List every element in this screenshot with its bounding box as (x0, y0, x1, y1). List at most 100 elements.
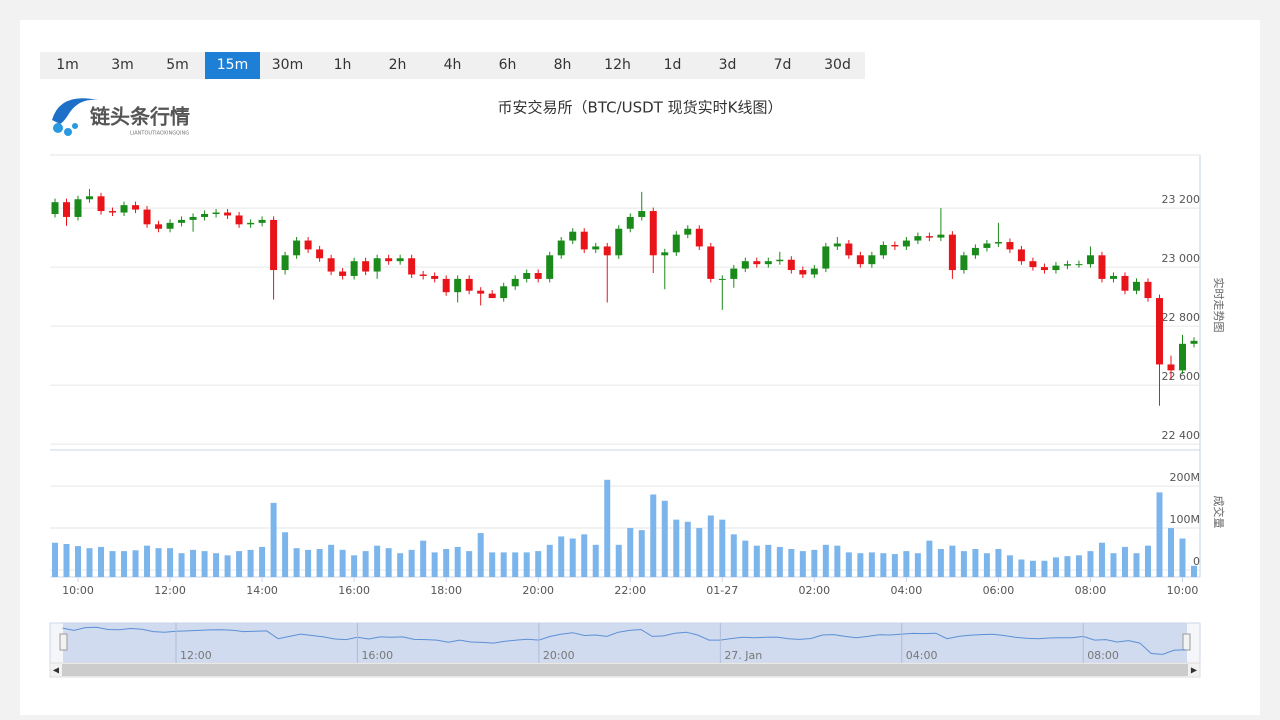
y-tick-label: 22 600 (1162, 370, 1201, 383)
volume-bar (420, 540, 427, 577)
timeframe-button[interactable]: 12h (604, 57, 631, 73)
candle-body (431, 275, 439, 279)
volume-bar (857, 553, 864, 577)
volume-bar (213, 553, 220, 577)
volume-bar (903, 551, 910, 577)
candle-body (442, 278, 450, 293)
volume-bar (834, 545, 841, 577)
candle-body (477, 290, 485, 294)
candle-body (753, 261, 761, 265)
volume-bar (201, 551, 208, 577)
navigator-range[interactable] (63, 623, 1187, 663)
volume-bar (86, 548, 93, 577)
candle-body (592, 246, 600, 250)
candle-body (569, 231, 577, 241)
timeframe-button[interactable]: 6h (498, 57, 517, 73)
volume-bar (546, 544, 553, 577)
volume-bar (167, 548, 174, 577)
volume-bar (443, 549, 450, 577)
candle-body (983, 243, 991, 248)
volume-bar (63, 543, 70, 577)
candle-body (224, 212, 232, 216)
volume-bar (98, 546, 105, 577)
y-tick-label: 23 000 (1162, 252, 1201, 265)
timeframe-button[interactable]: 30d (824, 57, 851, 73)
timeframe-button[interactable]: 4h (443, 57, 462, 73)
candle-body (270, 219, 278, 271)
volume-bar (1179, 538, 1186, 577)
candle-body (419, 274, 427, 276)
x-tick-label: 02:00 (798, 584, 830, 597)
candle-body (1063, 264, 1071, 266)
timeframe-button[interactable]: 1m (56, 57, 79, 73)
timeframe-button[interactable]: 5m (166, 57, 189, 73)
volume-bar (1191, 565, 1197, 577)
navigator-handle[interactable] (59, 633, 68, 651)
scroll-left[interactable]: ◀ (53, 666, 60, 675)
candle-body (511, 278, 519, 287)
candle-body (339, 271, 347, 276)
candle-body (465, 278, 473, 291)
candle-body (293, 240, 301, 256)
timeframe-button[interactable]: 1d (663, 57, 682, 73)
volume-bar (293, 548, 300, 577)
candle-body (1086, 255, 1094, 265)
timeframe-button[interactable]: 3m (111, 57, 134, 73)
volume-bar (1121, 546, 1128, 577)
candle-body (488, 293, 496, 299)
candle-body (258, 219, 266, 223)
volume-bar (765, 544, 772, 577)
volume-bar (52, 542, 58, 577)
timeframe-button[interactable]: 2h (388, 57, 407, 73)
volume-bar (477, 533, 484, 577)
candle-body (661, 252, 669, 256)
logo: 链头条行情 LIANTOUTIAOXINGQING (52, 98, 190, 137)
candle-body (937, 234, 945, 238)
candle-body (787, 259, 795, 271)
candle-body (684, 228, 692, 235)
volume-bar (236, 551, 243, 577)
timeframe-button[interactable]: 7d (773, 57, 792, 73)
scroll-right[interactable]: ▶ (1191, 666, 1198, 675)
candle-body (741, 261, 749, 269)
volume-bar (811, 549, 818, 577)
timeframe-button[interactable]: 3d (718, 57, 737, 73)
volume-bar (1098, 542, 1105, 577)
candle-body (1098, 255, 1106, 279)
candle-body (454, 278, 462, 293)
candle-body (1167, 364, 1175, 371)
navigator-handle[interactable] (1182, 633, 1191, 651)
x-tick-label: 18:00 (430, 584, 462, 597)
candle-body (408, 258, 416, 275)
logo-dot (64, 128, 72, 136)
scrollbar-thumb[interactable] (62, 664, 1188, 676)
candle-body (580, 231, 588, 250)
candle-body (695, 228, 703, 247)
navigator-label: 16:00 (361, 649, 393, 662)
candle-body (707, 246, 715, 279)
timeframe-button[interactable]: 1h (333, 57, 352, 73)
logo-subtitle: LIANTOUTIAOXINGQING (130, 131, 189, 137)
volume-bar (512, 552, 519, 577)
candle-body (776, 259, 784, 262)
volume-bar (1087, 551, 1094, 577)
y2-axis-title: 成交量 (1212, 496, 1226, 529)
candle-body (925, 236, 933, 238)
x-tick-label: 10:00 (1167, 584, 1199, 597)
timeframe-button[interactable]: 30m (271, 57, 304, 73)
panel: 1m 3m 5m 15m 30m 1h 2h 4h 6h 8h 12h 1d 3d 7d 30d (20, 20, 1260, 715)
timeframe-button[interactable]: 8h (553, 57, 572, 73)
candle-body (247, 222, 255, 225)
candle-body (304, 240, 312, 250)
timeframe-button[interactable]: 15m (205, 52, 260, 79)
volume-bar (247, 549, 254, 577)
navigator-label: 27. Jan (724, 649, 762, 662)
candle-body (764, 261, 772, 265)
candle-body (1040, 267, 1048, 271)
y-tick-label: 22 400 (1162, 429, 1201, 442)
volume-bar (385, 548, 392, 577)
candle-body (891, 244, 899, 247)
volume-bar (328, 544, 335, 577)
y-tick-label: 22 800 (1162, 311, 1201, 324)
candle-body (1144, 281, 1152, 299)
